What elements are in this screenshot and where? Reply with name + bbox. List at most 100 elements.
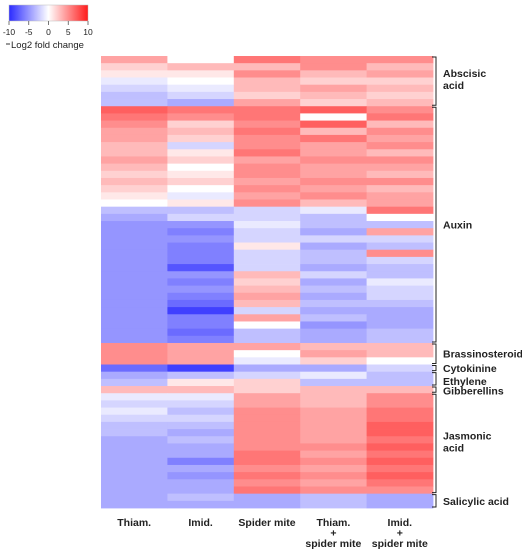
heatmap-cell [101, 91, 168, 100]
heatmap-cell [300, 464, 367, 473]
heatmap-cell [101, 142, 168, 150]
heatmap-cell [101, 264, 168, 272]
heatmap-cell [300, 249, 367, 258]
heatmap-cell [300, 342, 367, 351]
heatmap-cell [233, 249, 301, 258]
heatmap-cell [366, 364, 434, 373]
heatmap-cell [101, 213, 168, 222]
heatmap-cell [167, 106, 235, 114]
color-legend: -10 -5 0 5 10 Log2 fold change [3, 4, 93, 51]
heatmap-cell [101, 328, 168, 337]
heatmap-cell [233, 177, 301, 186]
heatmap-cell [101, 429, 168, 437]
heatmap-cell [366, 221, 434, 229]
heatmap-cell [300, 221, 367, 229]
heatmap-cell [233, 436, 301, 444]
heatmap-cell [300, 271, 367, 279]
heatmap-cell [167, 493, 235, 502]
heatmap-cell [101, 99, 168, 107]
group-label: Gibberellins [443, 386, 504, 398]
heatmap-cell [233, 443, 301, 451]
heatmap-cell [101, 378, 168, 387]
heatmap-cell [101, 464, 168, 473]
heatmap-cell [300, 242, 367, 251]
heatmap-cell [233, 357, 301, 365]
heatmap-cell [366, 235, 434, 243]
heatmap-cell [233, 350, 301, 358]
heatmap-cell [233, 91, 301, 100]
group-bracket [432, 494, 437, 508]
heatmap-cell [233, 335, 301, 344]
group-label: Cytokinine [443, 363, 497, 375]
heatmap-cell [233, 378, 301, 387]
heatmap-cell [101, 371, 168, 380]
heatmap-cell [366, 443, 434, 451]
heatmap-cell [101, 77, 168, 86]
heatmap-cell [167, 386, 235, 394]
heatmap-cell [366, 256, 434, 265]
heatmap-cell [233, 314, 301, 322]
heatmap-cell [233, 450, 301, 459]
heatmap-cell [101, 63, 168, 71]
group-label: Abscisic acid [443, 68, 486, 92]
heatmap-cell [300, 228, 367, 236]
heatmap-cell [233, 113, 301, 121]
heatmap-cell [101, 386, 168, 394]
heatmap-cell [101, 56, 168, 64]
heatmap-cell [233, 242, 301, 251]
heatmap-cell [101, 457, 168, 466]
heatmap-cell [300, 77, 367, 86]
heatmap-cell [366, 213, 434, 222]
heatmap-cell [233, 271, 301, 279]
heatmap-cell [300, 192, 367, 200]
heatmap-cell [101, 221, 168, 229]
heatmap-cell [233, 407, 301, 416]
column-label: Thiam. + spider mite [305, 517, 361, 550]
heatmap-cell [101, 486, 168, 495]
heatmap-cell [300, 235, 367, 243]
heatmap-cell [366, 357, 434, 365]
heatmap-cell [233, 307, 301, 315]
heatmap-cell [300, 285, 367, 294]
heatmap-cell [366, 407, 434, 416]
heatmap-cell [167, 342, 235, 351]
heatmap-cell [366, 185, 434, 193]
heatmap-cell [101, 192, 168, 200]
heatmap-cell [233, 278, 301, 286]
heatmap-cell [300, 407, 367, 416]
heatmap-cell [167, 91, 235, 100]
heatmap-cell [300, 371, 367, 380]
colorbar-ticks: -10 -5 0 5 10 [3, 21, 93, 37]
heatmap-cell [300, 450, 367, 459]
heatmap-cell [167, 264, 235, 272]
heatmap-cell [233, 400, 301, 408]
heatmap-cell [300, 264, 367, 272]
heatmap-cell [101, 314, 168, 322]
heatmap-cell [167, 206, 235, 215]
heatmap-cell [300, 299, 367, 308]
heatmap-cell [167, 221, 235, 229]
heatmap-cell [167, 163, 235, 172]
heatmap-cell [233, 142, 301, 150]
heatmap-cell [366, 350, 434, 358]
heatmap-cell [167, 500, 235, 509]
heatmap-cell [101, 134, 168, 143]
heatmap-cell [300, 328, 367, 337]
heatmap-cell [101, 113, 168, 121]
heatmap-cell [233, 163, 301, 172]
heatmap-cell [167, 149, 235, 157]
heatmap-cell [167, 307, 235, 315]
heatmap-cell [233, 486, 301, 495]
heatmap-cell [300, 213, 367, 222]
heatmap-cell [366, 307, 434, 315]
heatmap-cell [101, 84, 168, 93]
heatmap-cell [167, 256, 235, 265]
heatmap-cell [101, 156, 168, 165]
heatmap-cell [101, 292, 168, 301]
heatmap-cell [233, 170, 301, 179]
group-brackets [432, 56, 437, 508]
heatmap-cell [366, 493, 434, 502]
heatmap-cell [233, 457, 301, 466]
heatmap-cell [101, 285, 168, 294]
heatmap-cell [300, 163, 367, 172]
